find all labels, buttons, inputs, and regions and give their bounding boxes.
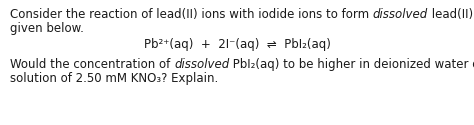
Text: Pb²⁺(aq)  +  2I⁻(aq)  ⇌  PbI₂(aq): Pb²⁺(aq) + 2I⁻(aq) ⇌ PbI₂(aq)	[144, 38, 330, 51]
Text: dissolved: dissolved	[174, 58, 229, 71]
Text: PbI₂(aq) to be higher in deionized water or in a: PbI₂(aq) to be higher in deionized water…	[229, 58, 474, 71]
Text: Would the concentration of: Would the concentration of	[10, 58, 174, 71]
Text: given below.: given below.	[10, 22, 84, 35]
Text: solution of 2.50 mM KNO₃? Explain.: solution of 2.50 mM KNO₃? Explain.	[10, 72, 218, 85]
Text: dissolved: dissolved	[373, 8, 428, 21]
Text: Consider the reaction of lead(II) ions with iodide ions to form: Consider the reaction of lead(II) ions w…	[10, 8, 373, 21]
Text: lead(II) iodide: lead(II) iodide	[428, 8, 474, 21]
